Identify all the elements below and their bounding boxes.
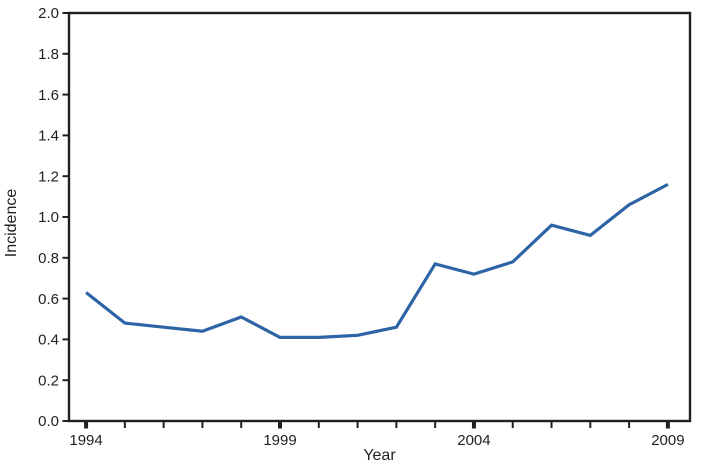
y-tick-label: 0.6 bbox=[38, 291, 59, 308]
y-axis-title: Incidence bbox=[3, 189, 20, 258]
plot-area: 0.0 0.2 0.4 0.6 0.8 1.0 1.2 1.4 1.6 1.8 2.0 1994 199… bbox=[38, 5, 692, 449]
x-tick-label: 2004 bbox=[457, 432, 490, 449]
y-tick-label: 0.8 bbox=[38, 250, 59, 267]
y-tick-label: 0.0 bbox=[38, 413, 59, 430]
y-tick-label: 1.4 bbox=[38, 128, 59, 145]
y-tick-label: 1.2 bbox=[38, 168, 59, 185]
x-tick-label: 2009 bbox=[651, 432, 684, 449]
y-tick-label: 1.0 bbox=[38, 209, 59, 226]
plot-border bbox=[67, 11, 692, 423]
x-tick-label: 1999 bbox=[263, 432, 296, 449]
y-tick-label: 1.6 bbox=[38, 87, 59, 104]
y-tick-label: 1.8 bbox=[38, 46, 59, 63]
x-axis-title: Year bbox=[363, 447, 396, 464]
y-tick-label: 2.0 bbox=[38, 5, 59, 22]
y-tick-label: 0.4 bbox=[38, 332, 59, 349]
x-tick-label: 1994 bbox=[69, 432, 102, 449]
y-tick-label: 0.2 bbox=[38, 372, 59, 389]
incidence-line bbox=[85, 182, 669, 339]
